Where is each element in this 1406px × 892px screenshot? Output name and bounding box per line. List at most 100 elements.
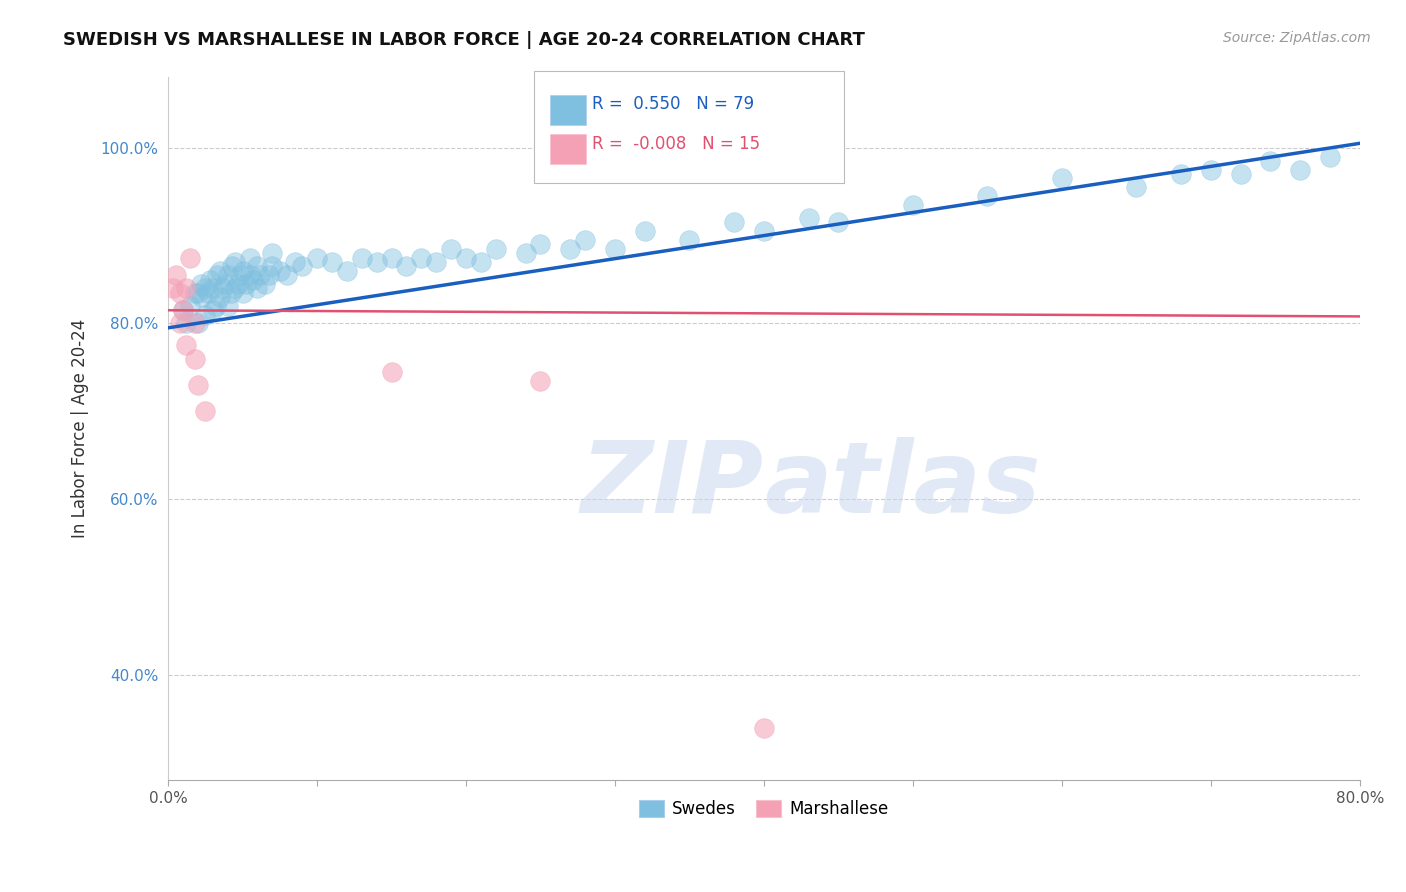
Point xyxy=(336,264,359,278)
Point xyxy=(1319,149,1341,163)
Text: ZIP: ZIP xyxy=(581,436,763,533)
Point xyxy=(901,198,924,212)
Text: R =  -0.008   N = 15: R = -0.008 N = 15 xyxy=(592,135,761,153)
Point xyxy=(1289,162,1312,177)
Text: atlas: atlas xyxy=(763,436,1040,533)
Point xyxy=(350,251,373,265)
Point xyxy=(207,268,229,282)
Point xyxy=(174,281,197,295)
Point xyxy=(204,299,226,313)
Point xyxy=(217,268,239,282)
Point xyxy=(1260,153,1282,168)
Point xyxy=(259,268,281,282)
Point xyxy=(194,281,217,295)
Point xyxy=(187,285,209,300)
Point xyxy=(262,260,284,274)
Point xyxy=(678,233,700,247)
Point xyxy=(187,317,209,331)
Point xyxy=(411,251,433,265)
Point xyxy=(232,285,254,300)
Point xyxy=(723,215,745,229)
Point xyxy=(305,251,328,265)
Point xyxy=(1229,167,1251,181)
Point xyxy=(321,255,343,269)
Point xyxy=(232,264,254,278)
Point xyxy=(276,268,298,282)
Point xyxy=(172,303,194,318)
Point xyxy=(217,299,239,313)
Point xyxy=(249,268,271,282)
Point xyxy=(366,255,388,269)
Point xyxy=(235,277,257,291)
Point xyxy=(197,285,219,300)
Point xyxy=(221,260,243,274)
Point xyxy=(184,317,207,331)
Point xyxy=(214,277,236,291)
Point xyxy=(201,303,224,318)
Point xyxy=(169,317,191,331)
Point xyxy=(246,260,269,274)
Point xyxy=(174,317,197,331)
Point xyxy=(209,264,232,278)
Text: SWEDISH VS MARSHALLESE IN LABOR FORCE | AGE 20-24 CORRELATION CHART: SWEDISH VS MARSHALLESE IN LABOR FORCE | … xyxy=(63,31,865,49)
Point xyxy=(191,290,214,304)
Point xyxy=(574,233,596,247)
Point xyxy=(228,268,250,282)
Point xyxy=(242,272,264,286)
Point xyxy=(827,215,849,229)
Point xyxy=(253,277,276,291)
Point xyxy=(246,281,269,295)
Point xyxy=(209,290,232,304)
Point xyxy=(797,211,820,225)
Point xyxy=(395,260,418,274)
Text: R =  0.550   N = 79: R = 0.550 N = 79 xyxy=(592,95,754,113)
Point xyxy=(1125,180,1147,194)
Point xyxy=(380,251,402,265)
Point xyxy=(752,224,775,238)
Point xyxy=(169,285,191,300)
Point xyxy=(184,351,207,366)
Point xyxy=(201,281,224,295)
Point xyxy=(179,251,201,265)
Point xyxy=(194,404,217,418)
Point xyxy=(172,303,194,318)
Point xyxy=(179,299,201,313)
Point xyxy=(174,338,197,352)
Point xyxy=(224,255,246,269)
Point xyxy=(284,255,307,269)
Point xyxy=(198,272,221,286)
Point xyxy=(485,242,508,256)
Point xyxy=(239,251,262,265)
Point xyxy=(440,242,463,256)
Point xyxy=(239,268,262,282)
Point xyxy=(380,365,402,379)
Point xyxy=(187,378,209,392)
Point xyxy=(226,277,249,291)
Point xyxy=(194,308,217,322)
Point xyxy=(219,285,242,300)
Point xyxy=(515,246,537,260)
Point xyxy=(224,281,246,295)
Point xyxy=(262,246,284,260)
Point xyxy=(425,255,447,269)
Point xyxy=(470,255,492,269)
Text: Source: ZipAtlas.com: Source: ZipAtlas.com xyxy=(1223,31,1371,45)
Point xyxy=(269,264,291,278)
Point xyxy=(184,285,207,300)
Point xyxy=(976,189,998,203)
Point xyxy=(634,224,657,238)
Legend: Swedes, Marshallese: Swedes, Marshallese xyxy=(633,793,896,825)
Point xyxy=(1170,167,1192,181)
Point xyxy=(529,374,551,388)
Point xyxy=(291,260,314,274)
Point xyxy=(1050,171,1073,186)
Point xyxy=(212,281,235,295)
Point xyxy=(190,277,212,291)
Point xyxy=(165,268,187,282)
Point xyxy=(162,281,184,295)
Point xyxy=(1199,162,1222,177)
Point xyxy=(752,721,775,735)
Point xyxy=(560,242,582,256)
Point xyxy=(529,237,551,252)
Point xyxy=(603,242,626,256)
